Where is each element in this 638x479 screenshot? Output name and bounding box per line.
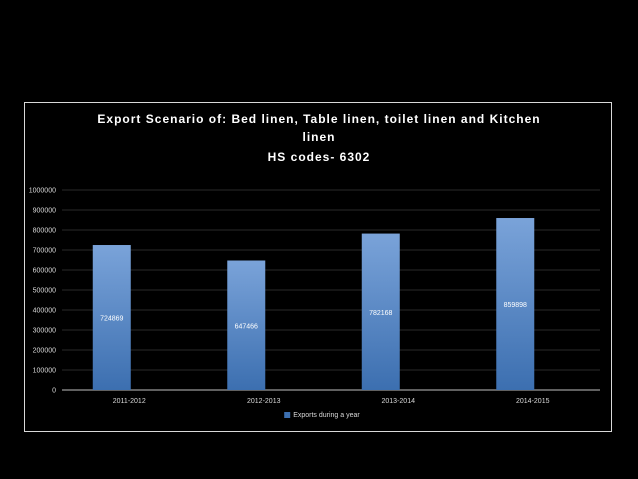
y-tick-label: 800000: [33, 228, 56, 235]
data-label: 647466: [235, 323, 258, 330]
x-tick-label: 2013-2014: [382, 398, 416, 405]
y-tick-label: 0: [52, 388, 56, 395]
y-tick-label: 1000000: [29, 188, 56, 195]
bar: [361, 233, 400, 390]
y-tick-label: 500000: [33, 288, 56, 295]
x-tick-label: 2011-2012: [113, 398, 146, 405]
legend-label: Exports during a year: [293, 412, 360, 419]
legend-swatch: [284, 412, 291, 418]
y-tick-label: 600000: [33, 268, 56, 275]
y-tick-label: 900000: [33, 208, 56, 215]
x-tick-label: 2012-2013: [247, 398, 281, 405]
y-tick-label: 100000: [33, 368, 56, 375]
y-tick-label: 300000: [33, 328, 56, 335]
y-tick-label: 700000: [33, 248, 56, 255]
y-tick-label: 400000: [33, 308, 56, 315]
bar: [496, 218, 535, 390]
chart-title-line-1: Export Scenario of: Bed linen, Table lin…: [97, 112, 541, 126]
chart-title-line-2: linen: [302, 130, 336, 144]
x-tick-label: 2014-2015: [516, 398, 550, 405]
chart-title-line-3: HS codes- 6302: [267, 150, 371, 164]
bar: [227, 260, 266, 390]
data-label: 724869: [100, 316, 123, 323]
data-label: 782168: [369, 310, 392, 317]
y-tick-label: 200000: [33, 348, 56, 355]
data-label: 859898: [504, 302, 527, 309]
bar: [92, 245, 131, 390]
